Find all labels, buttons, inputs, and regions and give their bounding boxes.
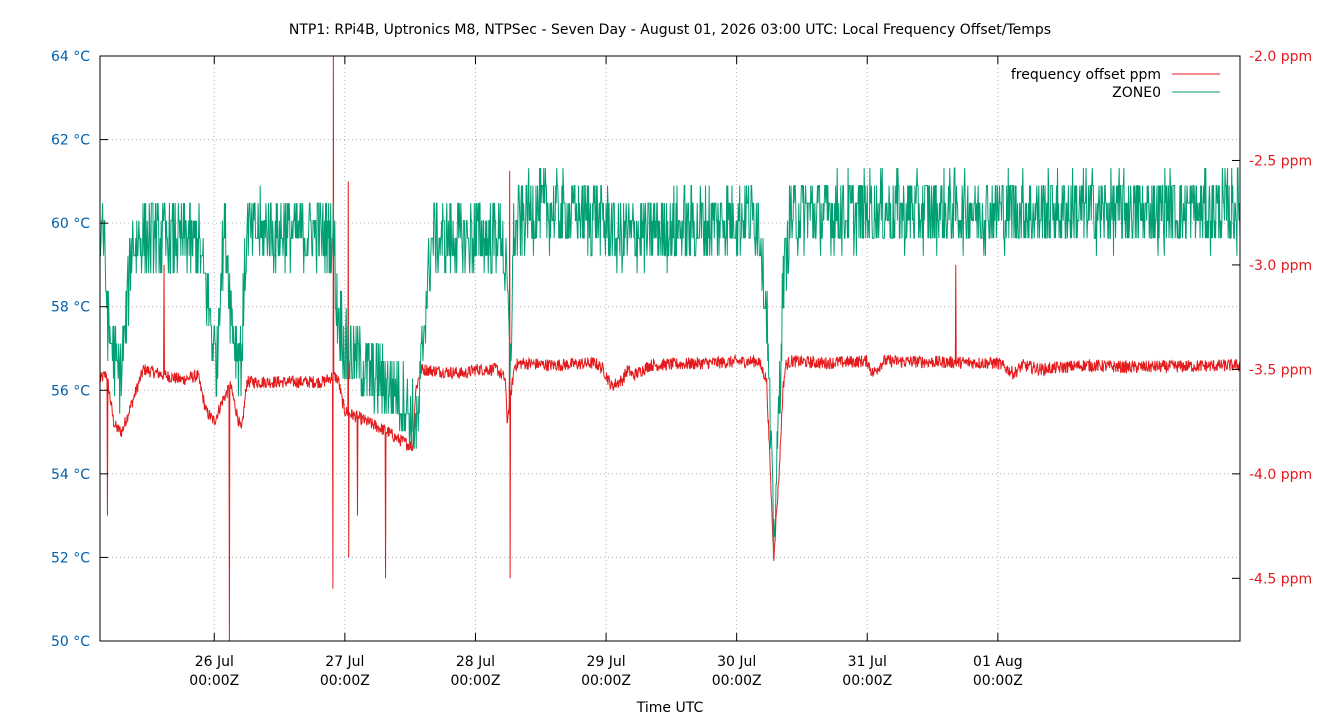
x-tick-label-time: 00:00Z (842, 673, 892, 689)
x-tick-label-date: 30 Jul (717, 654, 756, 670)
legend: frequency offset ppm ZONE0 (1011, 67, 1220, 101)
y-right-tick-label: -2.5 ppm (1249, 153, 1312, 169)
series-layer (99, 55, 1241, 642)
grid (100, 56, 1240, 641)
plot-frame (99, 55, 1241, 642)
y-right-tick-label: -3.5 ppm (1249, 362, 1312, 378)
y-left-tick-label: 60 °C (51, 216, 90, 232)
x-tick-label-date: 01 Aug (973, 654, 1023, 670)
x-tick-label-date: 31 Jul (848, 654, 887, 670)
legend-label: ZONE0 (1112, 85, 1161, 101)
y-left-tick-label: 62 °C (51, 133, 90, 149)
series-line-zone0 (100, 167, 1241, 555)
x-tick-label-date: 26 Jul (195, 654, 234, 670)
x-tick-label-date: 28 Jul (456, 654, 495, 670)
y-right-tick-label: -3.0 ppm (1249, 258, 1312, 274)
x-axis-label: Time UTC (636, 700, 704, 716)
x-tick-label-time: 00:00Z (450, 673, 500, 689)
y-left-tick-label: 64 °C (51, 49, 90, 65)
x-tick-label-time: 00:00Z (581, 673, 631, 689)
y-left-tick-label: 54 °C (51, 467, 90, 483)
x-tick-label-date: 29 Jul (586, 654, 625, 670)
y-left-tick-label: 52 °C (51, 550, 90, 566)
series-line-frequency-offset (99, 55, 1241, 642)
y-right-tick-label: -4.0 ppm (1249, 467, 1312, 483)
x-tick-label-date: 27 Jul (325, 654, 364, 670)
x-tick-label-time: 00:00Z (712, 673, 762, 689)
y-left-tick-label: 50 °C (51, 634, 90, 650)
y-left-tick-label: 56 °C (51, 383, 90, 399)
y-right-tick-label: -2.0 ppm (1249, 49, 1312, 65)
y-left-tick-label: 58 °C (51, 300, 90, 316)
y-right-tick-label: -4.5 ppm (1249, 571, 1312, 587)
x-tick-label-time: 00:00Z (189, 673, 239, 689)
x-tick-label-time: 00:00Z (320, 673, 370, 689)
axis-ticks: 50 °C 52 °C 54 °C 56 °C 58 °C 60 °C 62 °C 64 °C… (51, 49, 1312, 689)
chart-title: NTP1: RPi4B, Uptronics M8, NTPSec - Seve… (289, 22, 1051, 38)
legend-label: frequency offset ppm (1011, 67, 1161, 83)
x-tick-label-time: 00:00Z (973, 673, 1023, 689)
